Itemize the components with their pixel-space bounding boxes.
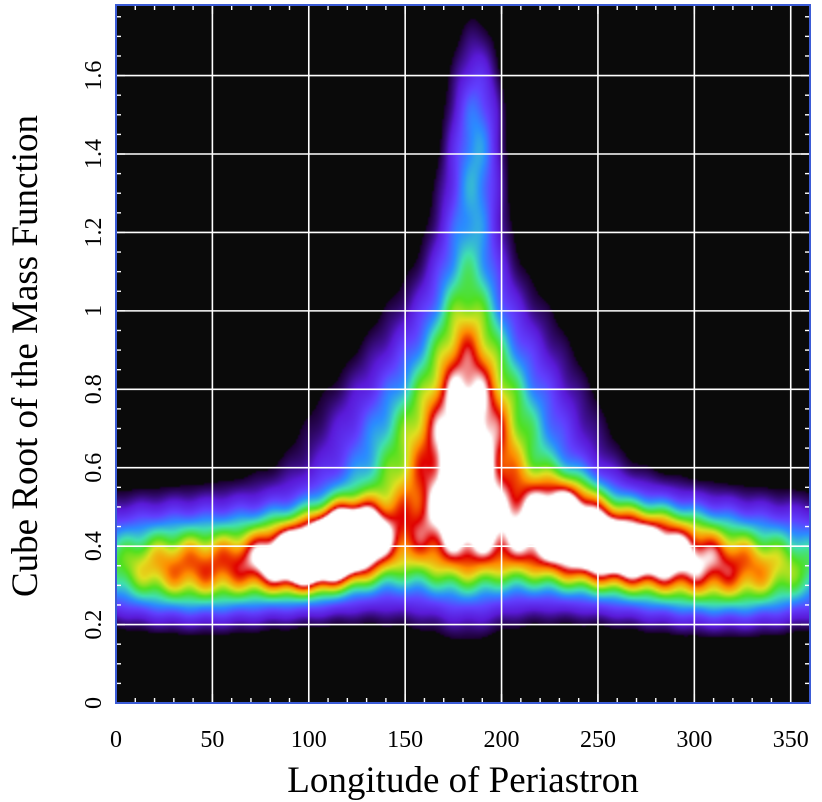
y-tick-label: 1 bbox=[81, 305, 107, 317]
x-tick-label: 200 bbox=[484, 727, 520, 753]
y-tick-label: 1.6 bbox=[81, 61, 107, 91]
y-tick-labels: 0 0.2 0.4 0.6 0.8 1 1.2 1.4 1.6 bbox=[81, 61, 107, 709]
x-tick-label: 50 bbox=[200, 727, 224, 753]
y-tick-label: 1.4 bbox=[81, 139, 107, 169]
x-tick-labels: 0 50 100 150 200 250 300 350 bbox=[110, 727, 809, 753]
x-tick-label: 150 bbox=[387, 727, 423, 753]
x-tick-label: 250 bbox=[580, 727, 616, 753]
y-tick-label: 0.4 bbox=[81, 531, 107, 561]
y-axis-title: Cube Root of the Mass Function bbox=[5, 115, 46, 597]
plot-frame bbox=[115, 4, 811, 704]
x-tick-label: 100 bbox=[291, 727, 327, 753]
y-tick-label: 0.8 bbox=[81, 374, 107, 404]
density-heatmap bbox=[116, 5, 810, 703]
y-tick-label: 1.2 bbox=[81, 217, 107, 247]
y-tick-label: 0 bbox=[81, 697, 107, 709]
y-tick-label: 0.2 bbox=[81, 610, 107, 640]
y-tick-label: 0.6 bbox=[81, 453, 107, 483]
x-axis-title: Longitude of Periastron bbox=[287, 760, 638, 801]
grid-lines bbox=[116, 5, 810, 703]
x-tick-label: 300 bbox=[676, 727, 712, 753]
x-tick-label: 0 bbox=[110, 727, 122, 753]
x-tick-label: 350 bbox=[773, 727, 809, 753]
